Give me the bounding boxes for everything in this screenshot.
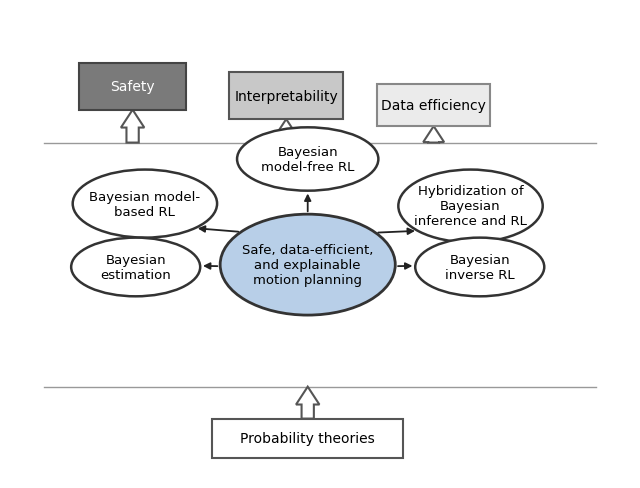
Ellipse shape	[415, 238, 544, 297]
Text: Bayesian model-
based RL: Bayesian model- based RL	[90, 190, 200, 218]
Ellipse shape	[398, 170, 543, 243]
Ellipse shape	[237, 128, 378, 191]
Text: Interpretability: Interpretability	[234, 89, 338, 103]
Polygon shape	[275, 120, 298, 143]
Text: Data efficiency: Data efficiency	[381, 99, 486, 113]
Ellipse shape	[220, 215, 396, 315]
FancyBboxPatch shape	[229, 73, 343, 120]
FancyBboxPatch shape	[212, 419, 403, 458]
Text: Safety: Safety	[110, 80, 155, 94]
FancyBboxPatch shape	[79, 63, 186, 110]
Text: Bayesian
inverse RL: Bayesian inverse RL	[445, 253, 515, 282]
Text: Bayesian
model-free RL: Bayesian model-free RL	[261, 146, 355, 174]
Ellipse shape	[73, 170, 217, 238]
Ellipse shape	[71, 238, 200, 297]
Text: Hybridization of
Bayesian
inference and RL: Hybridization of Bayesian inference and …	[414, 185, 527, 228]
Text: Probability theories: Probability theories	[241, 431, 375, 446]
Text: Bayesian
estimation: Bayesian estimation	[100, 253, 171, 282]
Polygon shape	[296, 387, 319, 419]
Polygon shape	[121, 110, 144, 143]
Text: Safe, data-efficient,
and explainable
motion planning: Safe, data-efficient, and explainable mo…	[242, 244, 373, 286]
Polygon shape	[423, 127, 444, 143]
FancyBboxPatch shape	[377, 85, 490, 127]
